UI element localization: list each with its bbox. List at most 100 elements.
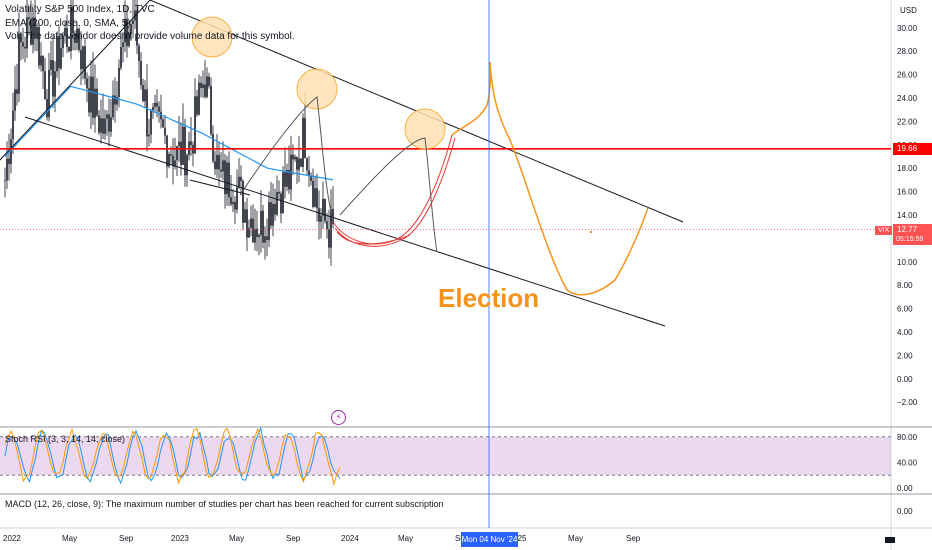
time-tick: May xyxy=(62,534,77,543)
bar-countdown: 05:15:59 xyxy=(893,235,932,245)
vix-candle-body xyxy=(160,111,162,120)
vix-candle-body xyxy=(182,126,184,165)
vix-candle-body xyxy=(166,135,168,167)
vix-candle-body xyxy=(24,46,26,49)
vix-candle-body xyxy=(274,203,276,215)
vix-candle-body xyxy=(314,188,316,207)
vix-candle-body xyxy=(216,154,218,170)
vix-candle-body xyxy=(126,19,128,47)
price-tick: 26.00 xyxy=(897,71,918,80)
vix-candle-body xyxy=(50,60,52,70)
stoch-band xyxy=(0,436,891,476)
vix-candle-body xyxy=(268,202,270,240)
vix-candle-body xyxy=(180,141,182,165)
vix-candle-body xyxy=(14,89,16,111)
election-annotation[interactable]: Election xyxy=(438,283,540,313)
vix-candle-body xyxy=(298,158,300,170)
vix-candle-body xyxy=(254,228,256,243)
vix-candle-body xyxy=(308,170,310,176)
vix-candle-body xyxy=(114,95,116,105)
vix-candle-body xyxy=(246,209,248,238)
vix-candle-body xyxy=(222,160,224,172)
vix-candle-body xyxy=(94,88,96,118)
vix-candle-body xyxy=(18,33,20,94)
vix-candle-body xyxy=(292,154,294,160)
vix-candle-body xyxy=(304,117,306,159)
vix-candle-body xyxy=(70,6,72,52)
horizontal-level-tag: 19.66 xyxy=(893,143,932,155)
vix-candle-body xyxy=(236,187,238,210)
vix-candle-body xyxy=(56,36,58,72)
price-tick: 14.00 xyxy=(897,211,918,220)
stoch-rsi-legend[interactable]: Stoch RSI (3, 3, 14, 14, close) xyxy=(5,434,126,444)
vix-candle-body xyxy=(326,221,328,230)
vix-candle-body xyxy=(332,209,334,225)
sketch-path xyxy=(339,137,438,253)
vix-candle-body xyxy=(276,191,278,215)
vix-candle-body xyxy=(184,126,186,176)
vix-candle-body xyxy=(170,154,172,156)
red-sketch-path xyxy=(332,134,456,247)
vix-candle-body xyxy=(52,60,54,97)
vix-candle-body xyxy=(226,162,228,195)
highlight-circle xyxy=(191,16,233,58)
time-tick: 2024 xyxy=(341,534,359,543)
price-tick: 0.00 xyxy=(897,375,913,384)
vix-candle-body xyxy=(130,24,132,34)
vix-candle-body xyxy=(296,156,298,170)
vix-candle-body xyxy=(174,160,176,167)
vix-candle-body xyxy=(88,88,90,113)
vix-candle-body xyxy=(162,119,164,128)
time-tick: 2023 xyxy=(171,534,189,543)
time-tick: Sep xyxy=(286,534,301,543)
vix-candle-body xyxy=(44,71,46,100)
vix-candle-body xyxy=(20,33,22,43)
vix-candle-body xyxy=(312,180,314,207)
highlight-circle xyxy=(404,108,446,150)
vix-candle-body xyxy=(220,169,222,172)
vix-candle-body xyxy=(102,118,104,134)
vix-candle-body xyxy=(224,160,226,195)
vix-candle-body xyxy=(76,28,78,43)
vix-candle-body xyxy=(262,210,264,243)
price-tick: 30.00 xyxy=(897,24,918,33)
vix-candle-body xyxy=(58,36,60,69)
vix-candle-body xyxy=(190,141,192,145)
volume-legend: Vol: The data vendor doesn't provide vol… xyxy=(5,31,295,42)
vix-candle-body xyxy=(260,210,262,236)
vix-candle-body xyxy=(272,203,274,226)
vix-candle-body xyxy=(228,162,230,198)
ema-legend[interactable]: EMA (200, close, 0, SMA, 5) xyxy=(5,18,131,29)
price-tick: −2.00 xyxy=(897,398,918,407)
vix-candle-body xyxy=(116,96,118,105)
vix-candle-body xyxy=(158,106,160,112)
vix-candle-body xyxy=(214,161,216,170)
stoch-k-line xyxy=(4,426,341,485)
vix-candle-body xyxy=(42,55,44,72)
flash-icon[interactable]: ⚡ xyxy=(331,410,346,425)
time-tick: May xyxy=(229,534,244,543)
sketch-path xyxy=(239,96,334,221)
trend-line xyxy=(0,0,151,161)
vix-candle-body xyxy=(48,69,50,118)
tradingview-logo-icon[interactable] xyxy=(885,537,895,543)
vix-candle-body xyxy=(120,47,122,68)
vix-candle-body xyxy=(164,127,166,136)
vix-candle-body xyxy=(68,46,70,52)
vix-candle-body xyxy=(108,114,110,132)
vix-candle-body xyxy=(34,17,36,39)
macd-message: MACD (12, 26, close, 9): The maximum num… xyxy=(5,499,444,509)
vix-candle-body xyxy=(324,198,326,222)
vix-candle-body xyxy=(132,20,134,25)
vix-candle-body xyxy=(238,176,240,188)
vix-candle-body xyxy=(150,110,152,135)
currency-label[interactable]: USD xyxy=(900,6,917,15)
vix-candle-body xyxy=(128,33,130,47)
vix-candle-body xyxy=(256,228,258,238)
vix-candle-body xyxy=(84,46,86,79)
vix-candle-body xyxy=(10,139,12,165)
symbol-legend[interactable]: Volatility S&P 500 Index, 1D, TVC xyxy=(5,4,155,15)
vix-candle-body xyxy=(80,49,82,70)
